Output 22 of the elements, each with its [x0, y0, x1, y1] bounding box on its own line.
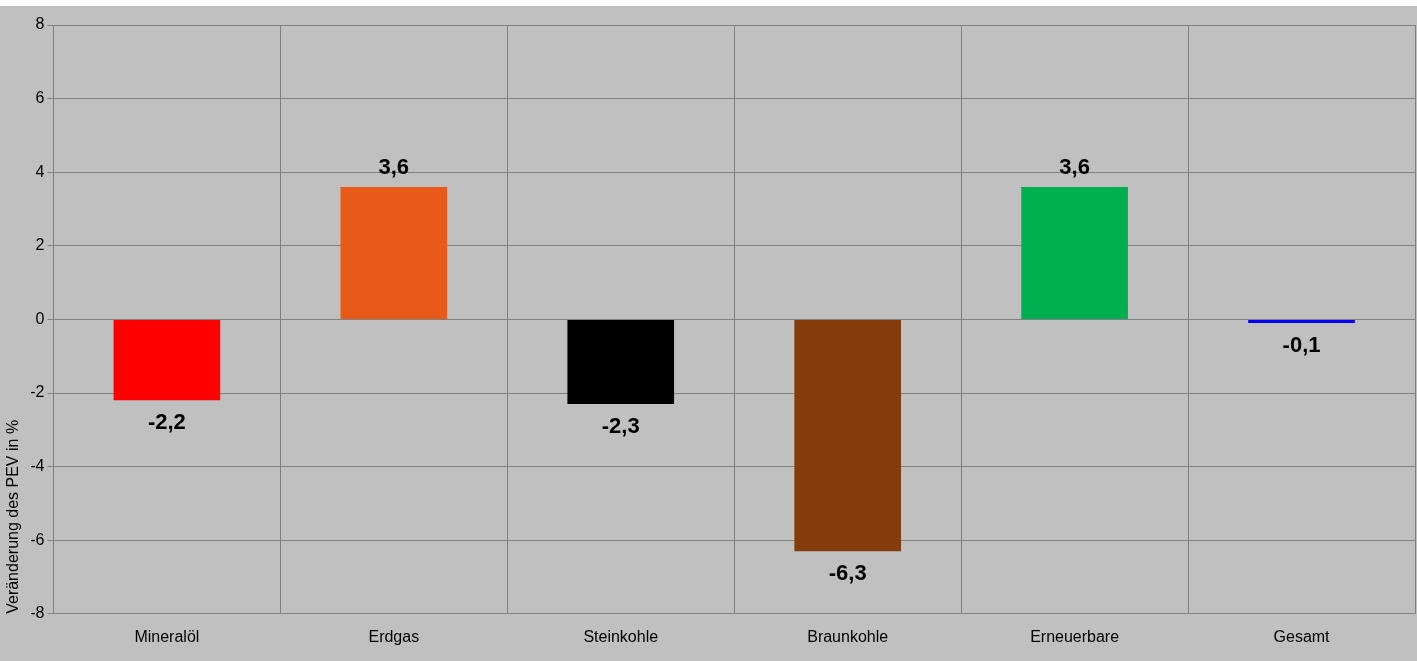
y-axis-title: Veränderung des PEV in %	[4, 419, 22, 614]
y-tick-label: -8	[30, 604, 45, 622]
y-tick-label: -6	[30, 530, 45, 548]
x-tick-label: Erdgas	[368, 627, 420, 645]
x-tick-label: Mineralöl	[134, 627, 200, 645]
y-tick-label: 2	[35, 236, 45, 254]
x-tick-label: Erneuerbare	[1030, 627, 1120, 645]
data-label: 3,6	[378, 153, 410, 179]
y-tick-label: 0	[35, 309, 45, 327]
x-tick-label: Braunkohle	[807, 627, 889, 645]
data-label: 3,6	[1059, 153, 1090, 179]
y-tick-label: 6	[35, 89, 45, 107]
data-label: -2,2	[147, 409, 186, 435]
data-label: -6,3	[828, 560, 867, 586]
y-tick-label: 8	[35, 15, 45, 33]
y-tick-label: -2	[30, 383, 45, 401]
data-label: -2,3	[601, 413, 640, 439]
x-tick-label: Gesamt	[1273, 627, 1331, 645]
data-label: -0,1	[1282, 332, 1321, 358]
x-tick-label: Steinkohle	[583, 627, 659, 645]
y-tick-label: 4	[35, 162, 45, 180]
y-tick-label: -4	[30, 457, 45, 475]
